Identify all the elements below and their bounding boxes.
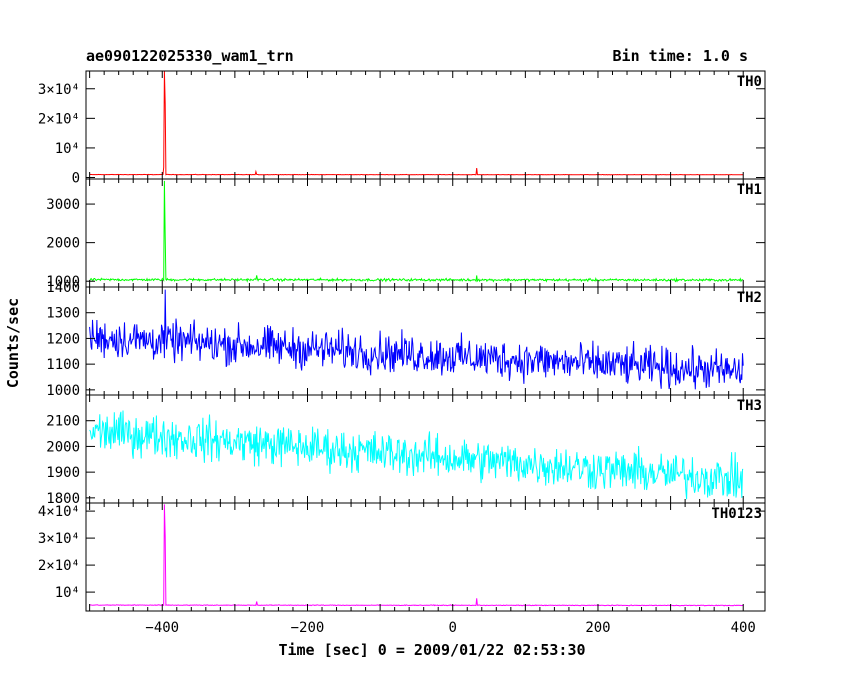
- th1-series-line: [89, 180, 744, 283]
- th0-ytick-label: 10⁴: [55, 141, 80, 157]
- th1-ytick-label: 1000: [46, 274, 80, 290]
- th0123-ytick-label: 10⁴: [55, 585, 80, 601]
- th1-channel-label: TH1: [737, 182, 762, 198]
- th2-panel-frame: [85, 286, 766, 396]
- th1-panel-frame: [85, 178, 766, 288]
- th3-ytick-label: 2000: [46, 439, 80, 455]
- bin-time-label: Bin time: 1.0 s: [613, 47, 748, 65]
- th0-channel-label: TH0: [737, 74, 762, 90]
- th0-ytick-label: 3×10⁴: [38, 82, 80, 98]
- y-axis-label: Counts/sec: [4, 298, 22, 388]
- th3-series-line: [89, 410, 744, 500]
- th0123-ytick-label: 3×10⁴: [38, 531, 80, 547]
- th2-series-line: [89, 289, 744, 390]
- th0123-panel-frame: [85, 502, 766, 612]
- xtick-label: −400: [145, 620, 179, 636]
- panels-group: TH0010⁴2×10⁴3×10⁴TH1100020003000TH210001…: [38, 70, 766, 636]
- th1-ytick-label: 3000: [46, 197, 80, 213]
- th3-ytick-label: 2100: [46, 414, 80, 430]
- xtick-label: 400: [731, 620, 756, 636]
- th2-ytick-label: 1000: [46, 383, 80, 399]
- th1-ytick-label: 2000: [46, 236, 80, 252]
- th2-channel-label: TH2: [737, 290, 762, 306]
- th0123-ytick-label: 2×10⁴: [38, 558, 80, 574]
- th0-panel-frame: [85, 70, 766, 180]
- xtick-label: 200: [585, 620, 610, 636]
- chart-title: ae090122025330_wam1_trn: [86, 47, 294, 65]
- th0-series-line: [89, 70, 744, 176]
- th3-channel-label: TH3: [737, 398, 762, 414]
- th0123-ytick-label: 4×10⁴: [38, 504, 80, 520]
- xtick-label: 0: [449, 620, 457, 636]
- th3-ytick-label: 1800: [46, 491, 80, 507]
- th0-ytick-label: 2×10⁴: [38, 111, 80, 127]
- th2-ytick-label: 1400: [46, 280, 80, 296]
- th2-ytick-label: 1100: [46, 357, 80, 373]
- th2-ytick-label: 1200: [46, 331, 80, 347]
- th0123-channel-label: TH0123: [711, 506, 762, 522]
- th3-ytick-label: 1900: [46, 465, 80, 481]
- th0123-series-line: [89, 504, 744, 607]
- th0-ytick-label: 0: [72, 171, 80, 187]
- th2-ytick-label: 1300: [46, 306, 80, 322]
- x-axis-label: Time [sec] 0 = 2009/01/22 02:53:30: [278, 641, 585, 659]
- xtick-label: −200: [291, 620, 325, 636]
